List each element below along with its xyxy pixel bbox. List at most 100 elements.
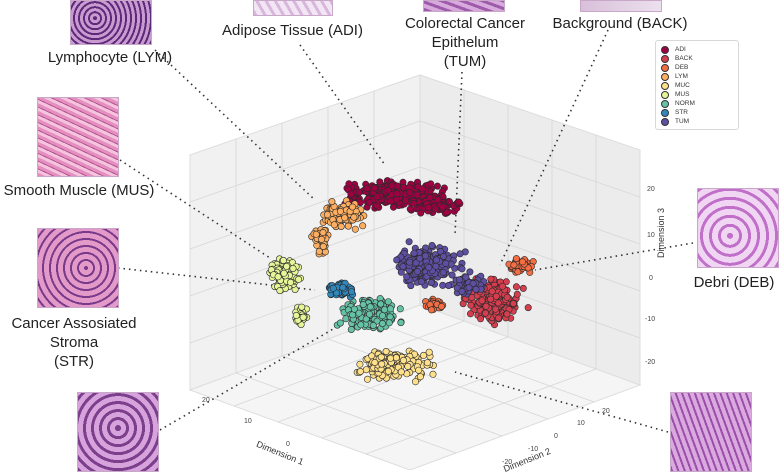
point-adi [445, 198, 453, 206]
point-adi [355, 188, 363, 196]
legend-marker [661, 72, 669, 81]
point-norm [369, 321, 377, 329]
cluster-adi [341, 177, 464, 217]
point-adi [433, 182, 441, 190]
point-adi [439, 203, 447, 211]
point-deb [518, 258, 526, 266]
point-adi [431, 205, 439, 213]
legend-entry-muc: MUC [661, 81, 733, 90]
point-norm [396, 305, 404, 313]
point-norm [386, 305, 394, 313]
grid-line [419, 212, 641, 292]
point-tum [427, 279, 435, 287]
point-back [512, 283, 520, 291]
point-norm [385, 319, 393, 327]
point-back [487, 275, 495, 283]
point-back [478, 297, 486, 305]
point-deb [510, 261, 518, 269]
point-tum [448, 271, 456, 279]
grid-line [419, 166, 641, 245]
y-tick: 10 [577, 420, 585, 427]
point-back [492, 292, 500, 300]
point-adi [393, 190, 401, 198]
point-adi [347, 190, 355, 198]
point-muc [378, 360, 386, 368]
thumbnail-norm [670, 392, 752, 472]
grid-line [365, 368, 597, 455]
thumbnail-deb [697, 188, 779, 268]
y-tick: -10 [528, 446, 539, 453]
legend-marker [661, 81, 669, 90]
grid-line [235, 372, 457, 454]
point-adi [426, 194, 434, 202]
point-lym [348, 203, 356, 211]
label-deb: Debri (DEB) [693, 274, 775, 291]
grid-line [321, 352, 553, 439]
point-deb [427, 306, 435, 314]
point-lym [351, 225, 359, 233]
grid-lines [189, 90, 641, 455]
point-muc [423, 359, 431, 367]
point-norm [397, 319, 405, 327]
point-mus [274, 273, 282, 281]
point-back [509, 299, 517, 307]
point-muc [382, 347, 390, 355]
point-lym [323, 211, 331, 219]
point-muc [416, 373, 424, 381]
point-muc [356, 367, 364, 375]
point-tum [445, 281, 453, 289]
grid-line [419, 258, 641, 339]
point-lym [312, 230, 320, 238]
point-adi [406, 205, 414, 213]
cluster-muc [353, 347, 437, 386]
thumbnail-tum [423, 0, 505, 12]
x-tick: 10 [244, 418, 252, 425]
legend-marker [661, 45, 669, 54]
legend-entry-lym: LYM [661, 72, 733, 81]
grid-line [373, 321, 595, 403]
grid-line [327, 338, 549, 420]
point-norm [357, 321, 365, 329]
z-tick: 0 [649, 275, 653, 282]
point-back [466, 310, 474, 318]
legend: ADI BACK DEB LYM MUC MUS NORM STR TUM [655, 40, 739, 130]
cluster-back [459, 275, 532, 329]
point-tum [407, 282, 415, 290]
legend-label: STR [675, 109, 688, 116]
point-lym [359, 222, 367, 230]
point-deb [437, 302, 445, 310]
point-muc [356, 360, 364, 368]
point-tum [403, 273, 411, 281]
leader-norm [454, 371, 669, 433]
y-tick: 20 [602, 408, 610, 415]
grid-line [189, 120, 421, 203]
point-mus [295, 275, 303, 283]
label-str-line3: (STR) [54, 353, 94, 370]
point-norm [365, 310, 373, 318]
grid-line [233, 320, 465, 407]
label-lym: Lymphocyte (LYM) [47, 49, 173, 66]
legend-marker [661, 90, 669, 99]
label-adi: Adipose Tissue (ADI) [222, 22, 363, 39]
point-mus [287, 278, 295, 286]
point-tum [442, 259, 450, 267]
legend-label: DEB [675, 64, 689, 71]
point-str [348, 288, 356, 296]
legend-label: BACK [675, 55, 693, 62]
point-norm [366, 303, 374, 311]
point-muc [429, 370, 437, 378]
cluster-lym [308, 197, 368, 258]
axis-title-z: Dimension 3 [656, 207, 666, 258]
label-str-line2: Stroma [49, 334, 99, 351]
point-muc [415, 366, 423, 374]
z-tick: 10 [647, 232, 655, 239]
point-tum [405, 258, 413, 266]
point-muc [392, 354, 400, 362]
point-back [481, 309, 489, 317]
point-mus [299, 313, 307, 321]
label-tum-line1: Colorectal Cancer [404, 15, 526, 32]
point-tum [455, 276, 463, 284]
legend-marker [661, 63, 669, 72]
point-back [467, 301, 475, 309]
